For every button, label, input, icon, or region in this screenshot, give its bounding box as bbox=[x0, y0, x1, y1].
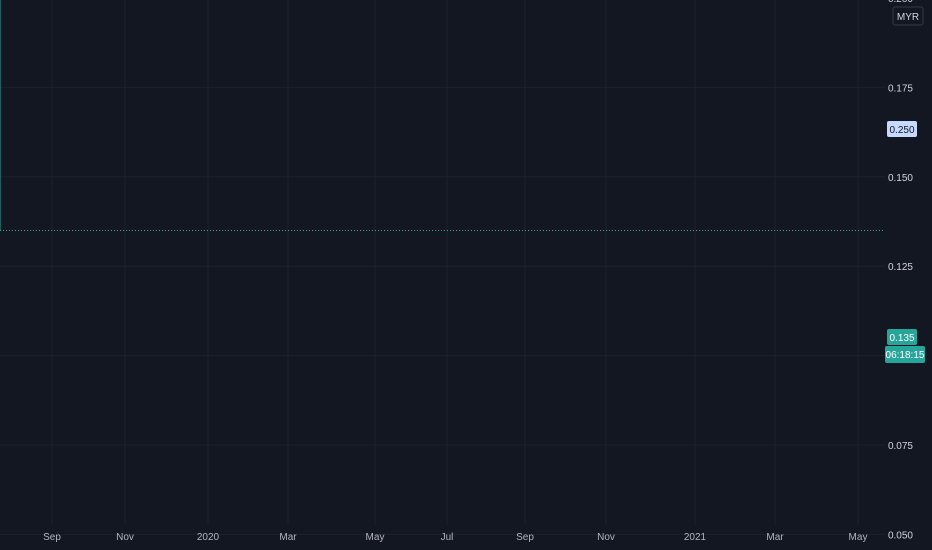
target-price-tag: 0.250 bbox=[887, 121, 917, 137]
x-tick-label: Mar bbox=[766, 532, 784, 543]
y-tick-label: 0.175 bbox=[888, 83, 913, 94]
x-tick-label: May bbox=[366, 532, 385, 543]
x-tick-label: 2020 bbox=[197, 532, 220, 543]
target-price-label: 0.250 bbox=[889, 125, 914, 136]
x-tick-label: Sep bbox=[43, 532, 61, 543]
currency-label: MYR bbox=[897, 12, 919, 23]
y-tick-label: 0.075 bbox=[888, 441, 913, 452]
y-tick-label: 0.150 bbox=[888, 173, 913, 184]
chart-overlays bbox=[0, 0, 885, 231]
x-tick-label: 2021 bbox=[684, 532, 707, 543]
y-tick-label: 0.125 bbox=[888, 262, 913, 273]
y-tick-label: 0.200 bbox=[888, 0, 913, 5]
x-tick-label: May bbox=[849, 532, 868, 543]
time-axis[interactable]: Sep Nov 2020 Mar May Jul Sep Nov 2021 Mar May bbox=[43, 532, 867, 543]
bar-countdown-label: 06:18:15 bbox=[886, 350, 925, 361]
last-price-label: 0.135 bbox=[889, 333, 914, 344]
x-tick-label: Nov bbox=[116, 532, 134, 543]
last-price-tag: 0.135 06:18:15 bbox=[885, 329, 925, 363]
y-tick-label: 0.050 bbox=[888, 530, 913, 541]
x-tick-label: Mar bbox=[279, 532, 297, 543]
x-tick-label: Nov bbox=[597, 532, 615, 543]
x-tick-label: Sep bbox=[516, 532, 534, 543]
grid-lines bbox=[0, 0, 885, 535]
x-tick-label: Jul bbox=[441, 532, 454, 543]
currency-badge[interactable]: MYR bbox=[892, 6, 924, 26]
